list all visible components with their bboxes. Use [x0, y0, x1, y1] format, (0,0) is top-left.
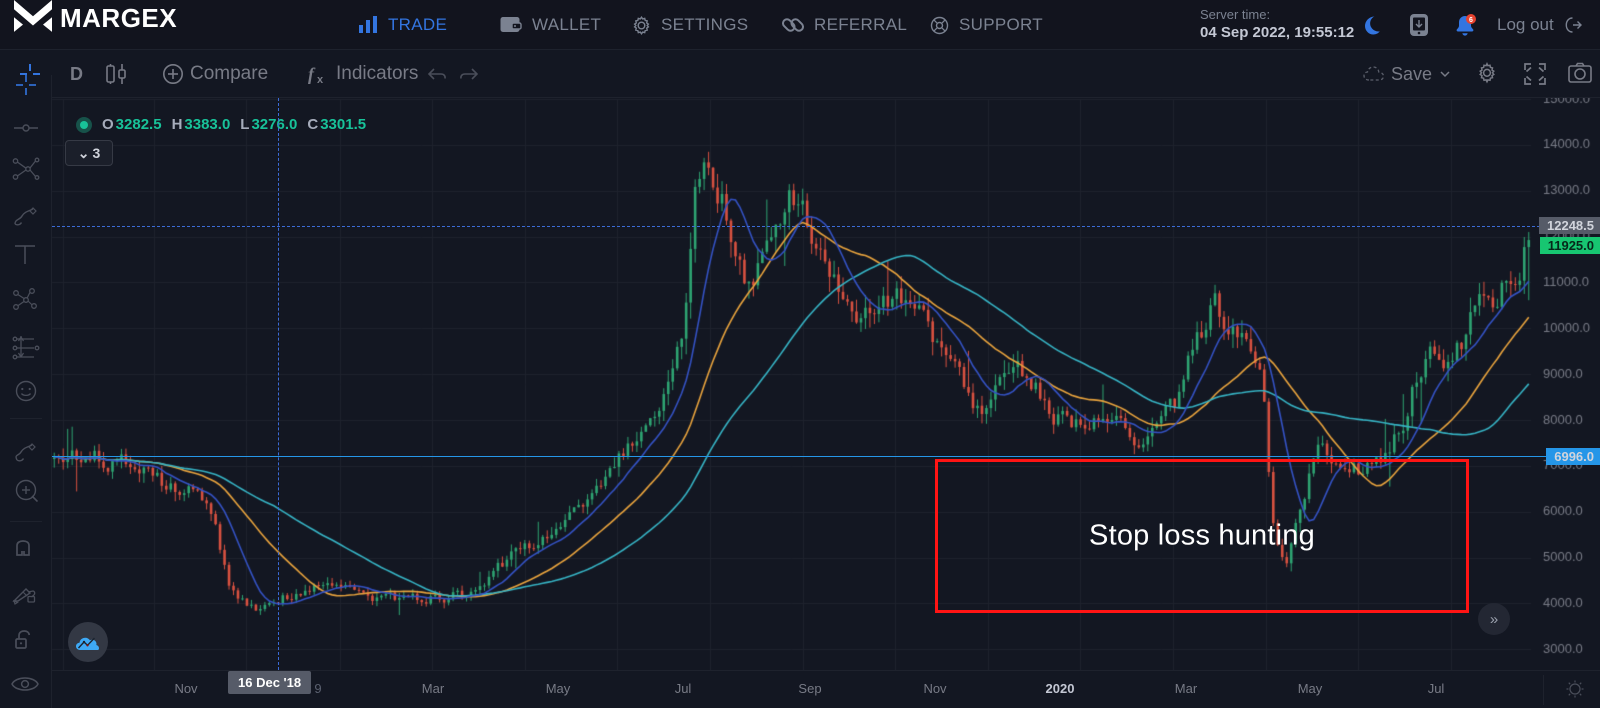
svg-text:6: 6: [1469, 17, 1473, 24]
svg-text:f: f: [308, 64, 316, 84]
svg-text:x: x: [317, 74, 324, 85]
